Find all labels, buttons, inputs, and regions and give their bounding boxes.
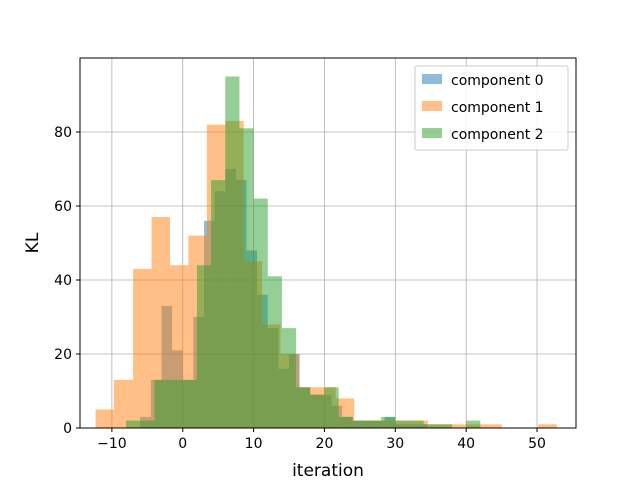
histogram-bar bbox=[437, 424, 452, 428]
series-2-bars bbox=[126, 76, 481, 429]
legend-box bbox=[414, 65, 569, 151]
x-tick-label: 30 bbox=[386, 436, 404, 452]
histogram-bar bbox=[409, 420, 424, 428]
histogram-bar bbox=[133, 268, 152, 428]
histogram-bar bbox=[114, 379, 134, 428]
histogram-bar bbox=[225, 76, 240, 428]
x-tick-label: 20 bbox=[316, 436, 334, 452]
histogram-bar bbox=[366, 420, 382, 428]
histogram-bar bbox=[338, 416, 353, 428]
histogram-bar bbox=[140, 420, 155, 428]
histogram-bar bbox=[196, 265, 212, 428]
histogram-bar bbox=[446, 424, 465, 428]
histogram-bar bbox=[324, 387, 339, 428]
legend-swatch bbox=[422, 74, 442, 84]
histogram-bar bbox=[423, 424, 438, 428]
x-tick-label: 10 bbox=[245, 436, 263, 452]
histogram-bars bbox=[95, 76, 557, 429]
x-tick-label: −10 bbox=[97, 436, 127, 452]
y-axis-label: KL bbox=[23, 232, 43, 253]
x-tick-label: 0 bbox=[178, 436, 187, 452]
y-tick-label: 0 bbox=[63, 421, 72, 437]
histogram-bar bbox=[95, 409, 115, 428]
histogram-bar bbox=[466, 420, 481, 428]
y-tick-label: 20 bbox=[54, 347, 72, 363]
histogram-bar bbox=[267, 276, 282, 428]
y-tick-label: 60 bbox=[54, 199, 72, 215]
histogram-bar bbox=[126, 420, 141, 428]
x-tick-label: 40 bbox=[457, 436, 475, 452]
legend-entry-label: component 2 bbox=[451, 127, 544, 143]
legend-entry-label: component 1 bbox=[451, 100, 544, 116]
histogram-bar bbox=[281, 328, 297, 428]
histogram-bar bbox=[381, 416, 396, 428]
legend-swatch bbox=[422, 128, 442, 138]
histogram-bar bbox=[310, 394, 325, 428]
y-tick-label: 80 bbox=[54, 125, 72, 141]
histogram-bar bbox=[182, 379, 197, 428]
x-tick-label: 50 bbox=[528, 436, 546, 452]
histogram-bar bbox=[239, 128, 254, 429]
legend-entry-label: component 0 bbox=[451, 73, 544, 89]
histogram-bar bbox=[296, 387, 311, 428]
plot-frame bbox=[79, 57, 577, 429]
histogram-bar bbox=[168, 379, 183, 428]
axis-ticks: −10 0 10 20 30 40 50 0 20 40 60 80 bbox=[54, 125, 546, 452]
histogram-bar bbox=[253, 198, 268, 428]
legend: component 0 component 1 component 2 bbox=[414, 65, 569, 151]
legend-swatch bbox=[422, 101, 442, 111]
histogram-bar bbox=[151, 217, 170, 428]
histogram-bar bbox=[538, 424, 557, 428]
histogram-bar bbox=[154, 379, 169, 428]
histogram-bar bbox=[211, 180, 226, 428]
histogram-bar bbox=[395, 420, 410, 428]
y-tick-label: 40 bbox=[54, 273, 72, 289]
histogram-bar bbox=[483, 424, 502, 428]
x-axis-label: iteration bbox=[292, 461, 364, 480]
histogram-bar bbox=[352, 420, 367, 428]
